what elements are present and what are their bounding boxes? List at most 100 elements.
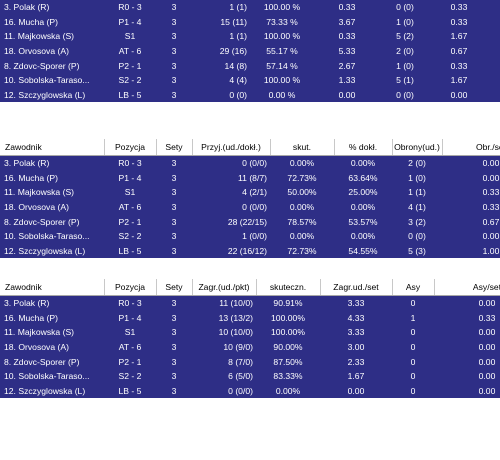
stat-cell: 3.00 <box>320 339 392 355</box>
serve-table-row[interactable]: 16. Mucha (P) P1 - 4 3 13 (13/2) 100.00% 4.33… <box>0 310 500 326</box>
stat-cell: 13 (13/2) <box>192 310 256 326</box>
reception-column-header[interactable]: Zawodnik <box>0 139 105 156</box>
stat-cell: 2 (0) <box>380 43 430 59</box>
stat-cell: 2.33 <box>320 354 392 369</box>
stat-cell: 50.00% <box>270 185 334 200</box>
serve-column-header[interactable]: Zagr.(ud./pkt) <box>192 279 257 296</box>
stat-cell: 0.00% <box>334 199 392 215</box>
reception-column-header[interactable]: Przyj.(ud./dokł.) <box>192 139 271 156</box>
stat-cell: 3 <box>156 72 192 88</box>
stat-cell: 4.33 <box>320 310 392 326</box>
reception-column-header[interactable]: Obr./set <box>442 139 500 156</box>
stat-cell: 0 <box>392 368 434 384</box>
attack-table-row[interactable]: 18. Orvosova (A) AT - 6 3 29 (16) 55.17 % 5.3… <box>0 43 500 59</box>
serve-column-header[interactable]: Zawodnik <box>0 279 105 296</box>
stat-cell: 0 (0) <box>380 87 430 103</box>
reception-stats-table: Zawodnik Pozycja Sety Przyj.(ud./dokł.) skut… <box>0 139 500 259</box>
stat-cell: 0.33 <box>430 58 488 73</box>
stat-cell: 0 (0/0) <box>192 155 270 171</box>
stat-cell: 0.00 <box>442 170 500 186</box>
serve-column-header[interactable]: Asy <box>392 279 435 296</box>
reception-column-header[interactable]: Obrony(ud.) <box>392 139 443 156</box>
stat-cell: 0 <box>392 339 434 355</box>
stat-cell: 1 <box>392 310 434 326</box>
stat-cell: P2 - 1 <box>104 214 156 229</box>
stat-cell: AT - 6 <box>104 339 156 355</box>
stat-cell: 100.00% <box>256 310 320 326</box>
stat-cell: 0.33 <box>442 199 500 215</box>
stat-cell: 90.91% <box>256 295 320 311</box>
serve-table-row[interactable]: 18. Orvosova (A) AT - 6 3 10 (9/0) 90.00% 3.0… <box>0 339 500 355</box>
stat-cell: 3 <box>156 199 192 215</box>
stat-cell: 100.00 % <box>250 29 314 44</box>
reception-column-header[interactable]: Sety <box>156 139 193 156</box>
stat-cell: 1 (0) <box>392 170 442 186</box>
stat-cell: AT - 6 <box>104 43 156 59</box>
stat-cell: 54.55% <box>334 243 392 259</box>
stat-cell: P1 - 4 <box>104 170 156 186</box>
attack-table-row[interactable]: 16. Mucha (P) P1 - 4 3 15 (11) 73.33 % 3.67 1 … <box>0 14 500 30</box>
stat-cell: 83.33% <box>256 368 320 384</box>
serve-column-header[interactable]: Zagr.ud./set <box>320 279 393 296</box>
stat-cell: 0.00% <box>334 228 392 244</box>
stat-cell: 3 <box>156 0 192 15</box>
stat-cell: 53.57% <box>334 214 392 229</box>
stat-cell: 0.00% <box>270 155 334 171</box>
stat-cell: 0.00 <box>434 354 500 369</box>
stat-cell: 0.00 <box>488 87 500 103</box>
serve-column-header[interactable]: Pozycja <box>104 279 157 296</box>
serve-stats-table: Zawodnik Pozycja Sety Zagr.(ud./pkt) skutecz… <box>0 279 500 399</box>
stat-cell: 72.73% <box>270 170 334 186</box>
stat-cell: 3 <box>156 383 192 399</box>
stat-cell: 3 <box>156 43 192 59</box>
stat-cell: 2 (0) <box>392 155 442 171</box>
serve-table-row[interactable]: 11. Majkowska (S) S1 3 10 (10/0) 100.00% 3.33… <box>0 325 500 340</box>
stat-cell: 0.33 <box>430 0 488 15</box>
serve-table-row[interactable]: 3. Polak (R) R0 - 3 3 11 (10/0) 90.91% 3.33 0 0… <box>0 295 500 311</box>
stat-cell: 0.33 <box>434 310 500 326</box>
stat-cell: 5 (2) <box>380 29 430 44</box>
player-name-cell: 18. Orvosova (A) <box>0 43 104 59</box>
reception-table-row[interactable]: 12. Szczyglowska (L) LB - 5 3 22 (16/12) 72.… <box>0 243 500 259</box>
reception-table-row[interactable]: 8. Zdovc-Sporer (P) P2 - 1 3 28 (22/15) 78.5… <box>0 214 500 229</box>
player-name-cell: 8. Zdovc-Sporer (P) <box>0 214 104 229</box>
player-name-cell: 18. Orvosova (A) <box>0 339 104 355</box>
stat-cell: 1 (1) <box>192 0 250 15</box>
attack-table-row[interactable]: 11. Majkowska (S) S1 3 1 (1) 100.00 % 0.33 5 (… <box>0 29 500 44</box>
serve-column-header[interactable]: skuteczn. <box>256 279 321 296</box>
stat-cell: P2 - 1 <box>104 58 156 73</box>
reception-table-row[interactable]: 11. Majkowska (S) S1 3 4 (2/1) 50.00% 25.00% 1… <box>0 185 500 200</box>
stat-cell: 5 (1) <box>380 72 430 88</box>
stat-cell: 4 (2/1) <box>192 185 270 200</box>
stat-cell: 3.33 <box>320 295 392 311</box>
reception-column-header[interactable]: skut. <box>270 139 335 156</box>
stat-cell: 0.00 <box>434 325 500 340</box>
stat-cell: 0.00 <box>488 58 500 73</box>
serve-column-header[interactable]: Sety <box>156 279 193 296</box>
serve-column-header[interactable]: Asy/set <box>434 279 500 296</box>
reception-table-row[interactable]: 16. Mucha (P) P1 - 4 3 11 (8/7) 72.73% 63.64%… <box>0 170 500 186</box>
stat-cell: 3 <box>156 243 192 259</box>
reception-column-header[interactable]: % dokł. <box>334 139 393 156</box>
stat-cell: 73.33 % <box>250 14 314 30</box>
stat-cell: 0.00 <box>314 87 380 103</box>
stat-cell: 0.00 <box>442 228 500 244</box>
stat-cell: S2 - 2 <box>104 72 156 88</box>
player-name-cell: 3. Polak (R) <box>0 0 104 15</box>
stat-cell: 87.50% <box>256 354 320 369</box>
attack-table-row[interactable]: 8. Zdovc-Sporer (P) P2 - 1 3 14 (8) 57.14 % 2… <box>0 58 500 73</box>
serve-stats-panel: Zawodnik Pozycja Sety Zagr.(ud./pkt) skutecz… <box>0 279 500 460</box>
reception-column-header[interactable]: Pozycja <box>104 139 157 156</box>
stat-cell: 100.00 % <box>250 0 314 15</box>
stat-cell: 3.33 <box>320 325 392 340</box>
